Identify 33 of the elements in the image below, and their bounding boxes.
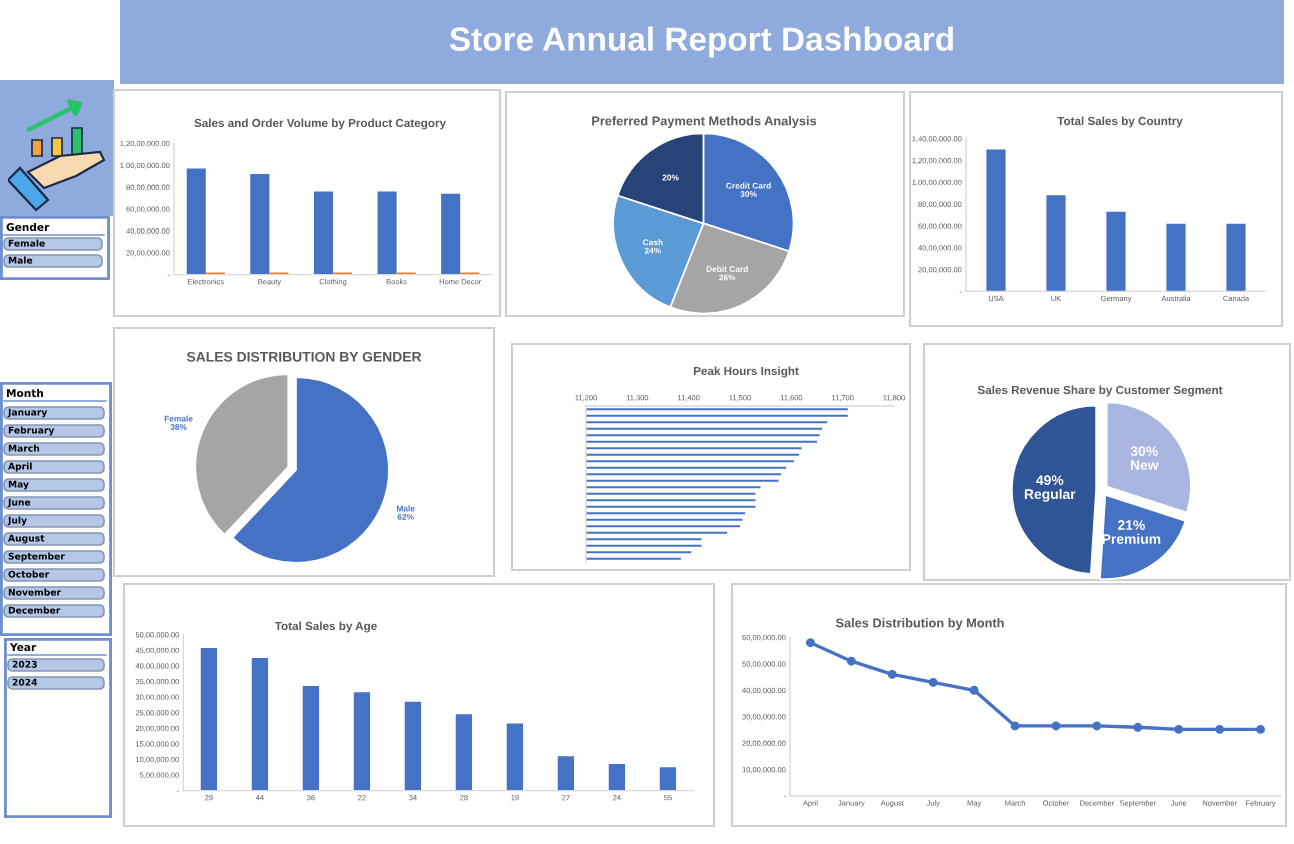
point — [1092, 721, 1102, 731]
bar — [404, 701, 422, 791]
bar — [1226, 223, 1246, 292]
bar — [353, 692, 371, 791]
bar — [986, 149, 1006, 292]
bar — [1046, 195, 1066, 292]
bar — [608, 764, 626, 791]
point — [969, 685, 979, 695]
bar — [557, 756, 575, 791]
bar — [377, 191, 397, 275]
point — [1133, 722, 1143, 732]
bar — [250, 174, 270, 275]
point — [846, 656, 856, 666]
point — [1256, 724, 1265, 734]
bar — [200, 648, 218, 791]
bar — [251, 658, 269, 791]
bar — [186, 168, 206, 275]
bar — [506, 723, 524, 791]
text: Store Annual Report Dashboard — [449, 26, 953, 58]
point — [1010, 721, 1020, 731]
point — [806, 638, 815, 648]
point — [1174, 724, 1184, 734]
bar — [441, 193, 461, 275]
bar — [1166, 223, 1186, 292]
point — [928, 677, 938, 687]
point — [1215, 724, 1225, 734]
bar — [455, 714, 473, 791]
bar — [659, 767, 677, 791]
bar — [313, 191, 333, 275]
bar — [1106, 211, 1126, 292]
bar — [302, 686, 320, 791]
point — [1051, 721, 1061, 731]
point — [887, 669, 897, 679]
